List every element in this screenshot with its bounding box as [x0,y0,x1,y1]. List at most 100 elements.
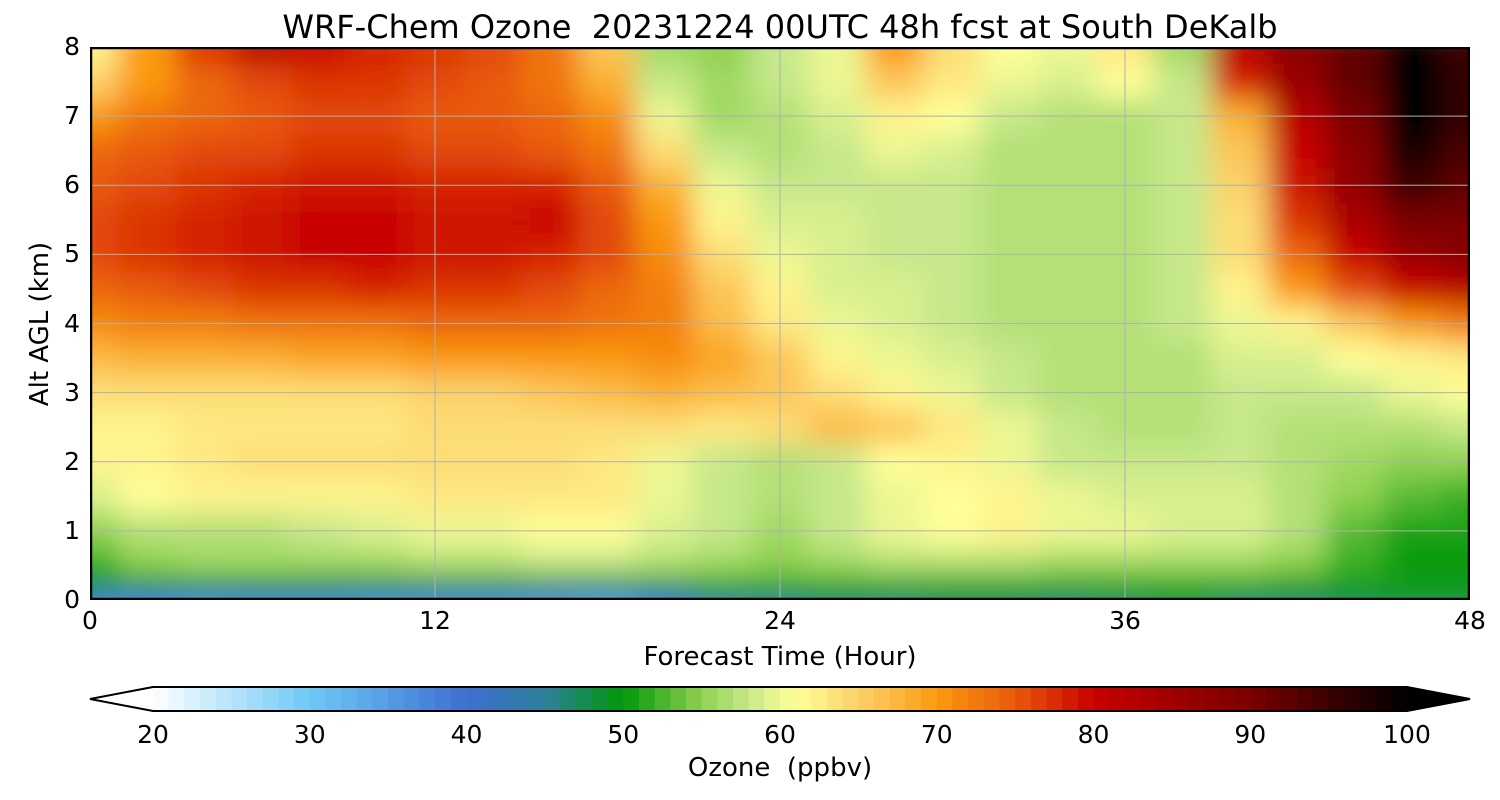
heatmap-cell [693,47,752,65]
y-tick-label: 5 [64,239,80,269]
heatmap-cell [520,132,580,169]
heatmap-cell [923,202,982,238]
colorbar-tick-label: 100 [1383,720,1431,749]
heatmap-cell [175,478,235,515]
heatmap-cell [1153,63,1212,100]
heatmap-cell [808,409,867,445]
colorbar-segment [701,687,718,711]
heatmap-cell [923,409,982,445]
heatmap-cell [90,202,120,238]
heatmap-cell [1038,547,1097,575]
heatmap-cell [175,132,235,169]
heatmap-cell [463,63,522,100]
colorbar-segment [936,687,954,711]
heatmap-cell [923,271,982,307]
heatmap-cell [290,478,350,515]
heatmap-cell [1325,132,1385,169]
heatmap-cell [463,547,522,575]
heatmap-cell [693,340,752,376]
colorbar-segment [1140,687,1157,711]
heatmap-cell [1038,202,1097,238]
heatmap-cell [578,409,637,445]
heatmap-cell [1210,409,1270,445]
colorbar-segment [1328,687,1345,711]
heatmap-cell [635,547,695,575]
colorbar-segment [497,687,515,711]
heatmap-cell [233,547,292,575]
y-tick-label: 3 [64,377,80,407]
heatmap-cell [1383,547,1442,575]
colorbar-segment [482,687,499,711]
colorbar-segment [231,687,248,711]
heatmap-cell [1268,340,1327,376]
colorbar-segment [968,687,985,711]
colorbar-segment [1171,687,1189,711]
colorbar-segment [325,687,342,711]
heatmap-cell [520,409,580,445]
heatmap-cell [1153,47,1212,65]
heatmap-cell [520,271,580,307]
colorbar-segment [215,687,232,711]
heatmap-cell [175,271,235,307]
colorbar-tick-label: 30 [293,720,326,749]
colorbar-segment [858,687,875,711]
heatmap-cell [233,63,292,100]
heatmap-cell [520,340,580,376]
heatmap-cell [923,573,982,589]
colorbar-segment [811,687,828,711]
y-tick-label: 4 [64,308,80,338]
heatmap-cell [1153,409,1212,445]
heatmap-cell [808,63,867,100]
colorbar-segment [638,687,656,711]
colorbar-segment [294,687,311,711]
heatmap-cell [1038,132,1097,169]
heatmap-cell [1325,573,1385,589]
colorbar-segment [262,687,279,711]
heatmap-cell [1440,573,1470,589]
heatmap-cell [980,63,1040,100]
colorbar-segment [732,687,750,711]
heatmap-cell [980,573,1040,589]
heatmap-cell [693,132,752,169]
colorbar-segment [200,687,217,711]
x-axis-label: Forecast Time (Hour) [643,642,917,672]
heatmap-cell [1210,547,1270,575]
heatmap-cell [118,47,177,65]
colorbar-segment [607,687,624,711]
heatmap-cell [865,573,925,589]
heatmap-cell [348,573,407,589]
colorbar-segment [983,687,1001,711]
heatmap-cell [118,587,177,598]
colorbar-segment [1391,687,1408,711]
heatmap-cell [635,478,695,515]
heatmap-cell [290,132,350,169]
heatmap-cell [1038,409,1097,445]
heatmap-cell [1210,340,1270,376]
colorbar-segment [591,687,609,711]
heatmap-cell [175,547,235,575]
heatmap-cell [1038,340,1097,376]
heatmap-cell [635,63,695,100]
heatmap-cell [808,271,867,307]
colorbar-tick-label: 90 [1234,720,1267,749]
y-tick-label: 1 [64,515,80,545]
colorbar-segment [905,687,922,711]
colorbar-segment [921,687,938,711]
heatmap-cell [865,340,925,376]
colorbar-segment [576,687,593,711]
colorbar-segment [717,687,734,711]
colorbar-segment [309,687,327,711]
heatmap-cell [1210,271,1270,307]
colorbar-min-extend [90,687,153,711]
colorbar-segment [419,687,436,711]
colorbar-segment [1203,687,1220,711]
heatmap-cell [1440,587,1470,598]
colorbar-segment [874,687,891,711]
heatmap-cell [463,271,522,307]
heatmap-cell [1210,573,1270,589]
heatmap-cell [923,478,982,515]
plot-area [90,47,1470,600]
heatmap-cell [1038,478,1097,515]
heatmap-cell [693,587,752,598]
colorbar-segment [999,687,1016,711]
